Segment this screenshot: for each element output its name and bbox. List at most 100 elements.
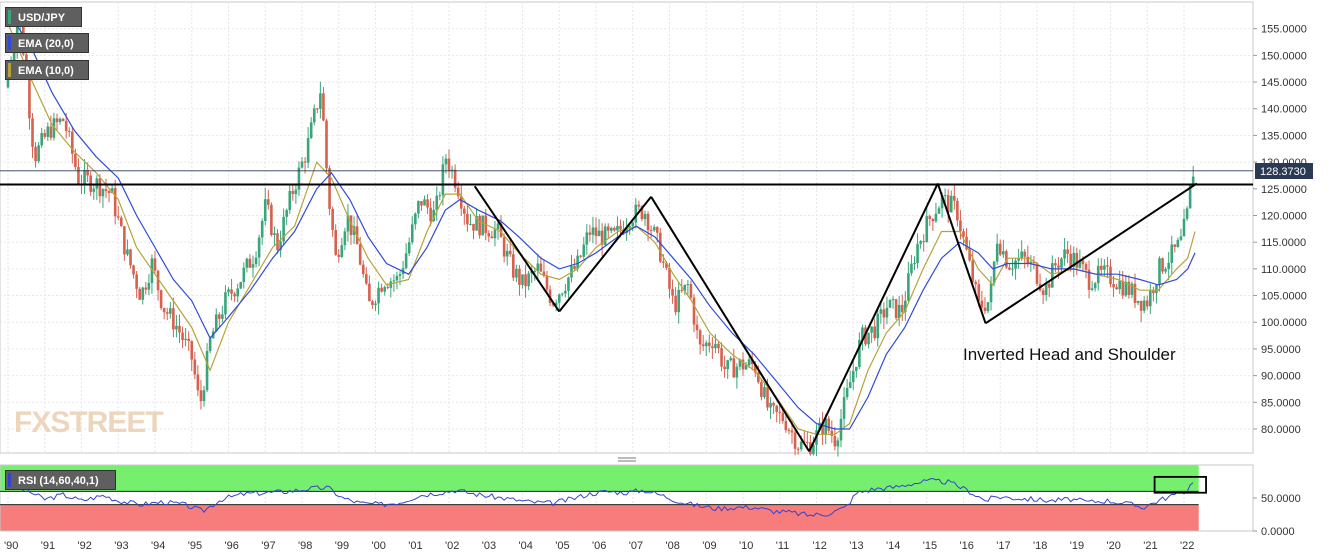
y-tick-label: 95.0000 xyxy=(1261,344,1301,356)
candle-body xyxy=(652,227,656,231)
candle-body xyxy=(1115,287,1118,290)
candle-body xyxy=(1191,176,1195,185)
candle-body xyxy=(1081,260,1085,265)
candle-body xyxy=(649,230,653,232)
candle-body xyxy=(891,299,895,301)
candle-body xyxy=(153,258,157,271)
candle-body xyxy=(61,118,65,121)
candle-body xyxy=(662,261,665,263)
candle-body xyxy=(365,274,368,284)
candle-body xyxy=(640,206,644,220)
candle-body xyxy=(273,233,276,236)
candle-body xyxy=(977,284,981,301)
candle-body xyxy=(429,207,432,222)
candle-body xyxy=(1090,288,1094,290)
candle-body xyxy=(1127,281,1131,295)
candle-body xyxy=(493,229,497,239)
rsi-y-tick-label: 0.0000 xyxy=(1261,526,1295,538)
candle-body xyxy=(1182,218,1186,237)
candle-body xyxy=(953,195,956,201)
candle-body xyxy=(619,225,622,230)
candle-body xyxy=(1112,284,1115,288)
candle-body xyxy=(242,267,246,283)
candle-body xyxy=(1093,283,1097,289)
candle-body xyxy=(867,332,870,345)
candle-body xyxy=(505,250,509,257)
ema20-legend[interactable]: EMA (20,0) xyxy=(5,33,89,53)
x-tick-label: '03 xyxy=(482,540,496,552)
candle-body xyxy=(316,108,319,110)
candle-body xyxy=(683,284,687,291)
x-tick-label: '07 xyxy=(629,540,643,552)
pattern-trendline xyxy=(984,182,1198,325)
candle-body xyxy=(508,250,512,255)
x-tick-label: '12 xyxy=(813,540,827,552)
candle-body xyxy=(567,277,570,291)
candle-body xyxy=(447,158,451,172)
candle-body xyxy=(674,295,677,313)
candle-body xyxy=(392,280,396,282)
x-tick-label: '16 xyxy=(960,540,974,552)
candle-body xyxy=(971,260,974,283)
candle-body xyxy=(998,243,1002,255)
candle-body xyxy=(110,188,114,194)
symbol-legend-text: USD/JPY xyxy=(18,12,66,24)
symbol-legend[interactable]: USD/JPY xyxy=(5,7,82,27)
x-tick-label: '08 xyxy=(666,540,680,552)
candle-body xyxy=(487,233,491,237)
candle-body xyxy=(1008,267,1011,270)
candle-body xyxy=(1014,260,1017,269)
candle-body xyxy=(263,199,267,221)
candle-body xyxy=(744,365,748,370)
candle-body xyxy=(260,220,264,238)
time-axis: '90 '91 '92 '93 '94 '95 '96 '97 '98 '99 '00 '01 '02 '… xyxy=(4,540,1194,552)
candle-body xyxy=(92,188,96,192)
candle-body xyxy=(328,168,331,209)
panel-resize-handle[interactable] xyxy=(618,457,636,462)
candle-body xyxy=(245,258,249,268)
x-tick-label: '21 xyxy=(1143,540,1157,552)
candle-body xyxy=(1167,262,1170,270)
rsi-highlight-box xyxy=(1153,475,1207,494)
candle-body xyxy=(98,178,102,197)
y-tick-label: 100.0000 xyxy=(1261,317,1307,329)
candle-body xyxy=(285,210,288,217)
candle-body xyxy=(879,309,883,314)
candle-body xyxy=(374,303,377,305)
pattern-trendline xyxy=(808,183,939,452)
x-tick-label: '04 xyxy=(519,540,533,552)
candle-body xyxy=(475,216,478,231)
rsi-legend[interactable]: RSI (14,60,40,1) xyxy=(5,470,116,490)
candle-body xyxy=(337,254,341,258)
candle-body xyxy=(591,227,595,235)
candle-body xyxy=(1032,261,1036,264)
candle-body xyxy=(603,226,607,245)
candle-body xyxy=(1185,208,1189,219)
x-tick-label: '91 xyxy=(41,540,55,552)
candle-body xyxy=(129,249,132,266)
candle-body xyxy=(1145,300,1149,307)
candle-body xyxy=(949,195,953,213)
candle-body xyxy=(799,441,803,450)
candle-body xyxy=(1044,283,1048,296)
ema10-legend[interactable]: EMA (10,0) xyxy=(5,60,89,80)
candle-body xyxy=(769,402,772,408)
candle-body xyxy=(116,216,120,218)
candle-body xyxy=(1020,251,1023,258)
candle-body xyxy=(983,307,987,312)
y-tick-label: 110.0000 xyxy=(1261,264,1306,276)
candle-body xyxy=(557,294,561,303)
candle-body xyxy=(172,308,175,330)
candle-body xyxy=(1069,253,1072,267)
candle-body xyxy=(625,227,628,234)
x-tick-label: '92 xyxy=(78,540,92,552)
candle-body xyxy=(395,275,399,281)
candle-body xyxy=(594,227,598,237)
candle-body xyxy=(398,274,402,276)
candle-body xyxy=(1100,265,1103,270)
candle-body xyxy=(159,290,163,309)
candle-body xyxy=(199,390,203,402)
ema10-legend-swatch xyxy=(8,63,11,77)
candle-body xyxy=(95,178,99,189)
candle-body xyxy=(757,372,760,383)
